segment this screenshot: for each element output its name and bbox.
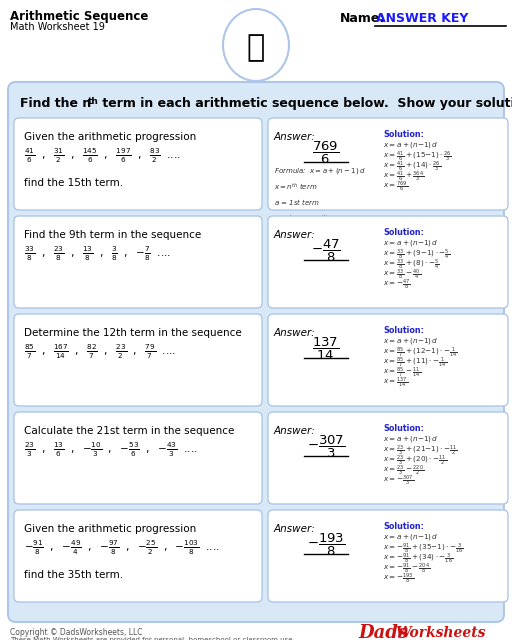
Text: ANSWER KEY: ANSWER KEY — [376, 12, 468, 25]
Text: $x = {-}\frac{193}{8}$: $x = {-}\frac{193}{8}$ — [383, 572, 414, 586]
Text: Math Worksheet 19: Math Worksheet 19 — [10, 22, 105, 32]
Text: $x = \frac{137}{14}$: $x = \frac{137}{14}$ — [383, 376, 408, 390]
Text: Given the arithmetic progression: Given the arithmetic progression — [24, 132, 196, 142]
Text: Answer:: Answer: — [274, 426, 316, 436]
Text: Answer:: Answer: — [274, 132, 316, 142]
Text: Find the n: Find the n — [20, 97, 91, 110]
Text: term in each arithmetic sequence below.  Show your solutions.: term in each arithmetic sequence below. … — [98, 97, 512, 110]
Text: Determine the 12th term in the sequence: Determine the 12th term in the sequence — [24, 328, 242, 338]
Text: $-\dfrac{47}{8}$: $-\dfrac{47}{8}$ — [311, 238, 341, 264]
Text: $x = \frac{85}{7} + (12{-}1)\cdot{-}\frac{1}{14}$: $x = \frac{85}{7} + (12{-}1)\cdot{-}\fra… — [383, 346, 458, 360]
FancyBboxPatch shape — [14, 118, 262, 210]
Text: $x = \frac{33}{8} - \frac{40}{4}$: $x = \frac{33}{8} - \frac{40}{4}$ — [383, 268, 421, 282]
Text: $x = a + (n{-}1)\,d$: $x = a + (n{-}1)\,d$ — [383, 434, 438, 444]
Text: $\dfrac{137}{14}$: $\dfrac{137}{14}$ — [312, 336, 339, 362]
Text: $x = a + (n{-}1)\,d$: $x = a + (n{-}1)\,d$ — [383, 238, 438, 248]
Text: 🦉: 🦉 — [247, 33, 265, 63]
Text: $x = a + (n{-}1)\,d$: $x = a + (n{-}1)\,d$ — [383, 140, 438, 150]
Text: $x = \frac{85}{7} - \frac{11}{14}$: $x = \frac{85}{7} - \frac{11}{14}$ — [383, 366, 421, 380]
Text: $x = \frac{23}{3} - \frac{220}{2}$: $x = \frac{23}{3} - \frac{220}{2}$ — [383, 464, 424, 478]
Text: Arithmetic Sequence: Arithmetic Sequence — [10, 10, 148, 23]
FancyBboxPatch shape — [268, 118, 508, 210]
Text: $x = \frac{41}{6} + \frac{364}{3}$: $x = \frac{41}{6} + \frac{364}{3}$ — [383, 170, 424, 184]
FancyBboxPatch shape — [268, 510, 508, 602]
Text: $x = \frac{85}{7} + (11)\cdot{-}\frac{1}{14}$: $x = \frac{85}{7} + (11)\cdot{-}\frac{1}… — [383, 356, 447, 371]
Text: Calculate the 21st term in the sequence: Calculate the 21st term in the sequence — [24, 426, 234, 436]
Text: These Math Worksheets are provided for personal, homeschool or classroom use.: These Math Worksheets are provided for p… — [10, 637, 295, 640]
Text: Answer:: Answer: — [274, 328, 316, 338]
Text: $x = \frac{769}{6}$: $x = \frac{769}{6}$ — [383, 180, 408, 195]
FancyBboxPatch shape — [268, 216, 508, 308]
Text: Solution:: Solution: — [383, 130, 424, 139]
Text: Formula:  $x = a + (n - 1)\,d$
$x = n^{th}$ term
$a$ = 1st term
$n$ = term posit: Formula: $x = a + (n - 1)\,d$ $x = n^{th… — [274, 166, 366, 236]
Text: $\frac{41}{6}$  $,$  $\frac{31}{2}$  $,$  $\frac{145}{6}$  $,$  $\frac{197}{6}$ : $\frac{41}{6}$ $,$ $\frac{31}{2}$ $,$ $\… — [24, 147, 181, 165]
Text: Given the arithmetic progression: Given the arithmetic progression — [24, 524, 196, 534]
FancyBboxPatch shape — [14, 314, 262, 406]
Text: $x = \frac{23}{3} + (21{-}1)\cdot{-}\frac{11}{2}$: $x = \frac{23}{3} + (21{-}1)\cdot{-}\fra… — [383, 444, 458, 458]
Text: find the 15th term.: find the 15th term. — [24, 178, 123, 188]
Text: Answer:: Answer: — [274, 524, 316, 534]
Text: $x = a + (n{-}1)\,d$: $x = a + (n{-}1)\,d$ — [383, 336, 438, 346]
Text: $-\dfrac{307}{3}$: $-\dfrac{307}{3}$ — [307, 434, 345, 460]
Text: $x = {-}\frac{91}{8} + (35{-}1)\cdot{-}\frac{3}{16}$: $x = {-}\frac{91}{8} + (35{-}1)\cdot{-}\… — [383, 542, 464, 556]
Text: $\frac{23}{3}$  $,$  $\frac{13}{6}$  $,$  ${-}\frac{10}{3}$  $,$  ${-}\frac{53}{: $\frac{23}{3}$ $,$ $\frac{13}{6}$ $,$ ${… — [24, 441, 198, 460]
Text: $x = \frac{41}{6} + (14)\cdot\frac{26}{3}$: $x = \frac{41}{6} + (14)\cdot\frac{26}{3… — [383, 160, 441, 174]
Text: $\frac{33}{8}$  $,$  $\frac{23}{8}$  $,$  $\frac{13}{8}$  $,$  $\frac{3}{8}$  $,: $\frac{33}{8}$ $,$ $\frac{23}{8}$ $,$ $\… — [24, 244, 171, 263]
Text: Answer:: Answer: — [274, 230, 316, 240]
Text: ${-}\frac{91}{8}$  $,$  ${-}\frac{49}{4}$  $,$  ${-}\frac{97}{8}$  $,$  ${-}\fra: ${-}\frac{91}{8}$ $,$ ${-}\frac{49}{4}$ … — [24, 539, 220, 557]
Text: find the 35th term.: find the 35th term. — [24, 570, 123, 580]
Text: Name:: Name: — [340, 12, 386, 25]
Text: $x = {-}\frac{47}{8}$: $x = {-}\frac{47}{8}$ — [383, 278, 411, 292]
Text: $-\dfrac{193}{8}$: $-\dfrac{193}{8}$ — [307, 532, 345, 558]
FancyBboxPatch shape — [14, 510, 262, 602]
Text: Solution:: Solution: — [383, 326, 424, 335]
FancyBboxPatch shape — [268, 412, 508, 504]
FancyBboxPatch shape — [14, 412, 262, 504]
Text: $x = {-}\frac{91}{8} - \frac{204}{8}$: $x = {-}\frac{91}{8} - \frac{204}{8}$ — [383, 562, 431, 576]
Text: .com: .com — [376, 638, 410, 640]
Text: $x = {-}\frac{307}{3}$: $x = {-}\frac{307}{3}$ — [383, 474, 414, 488]
Text: Copyright © DadsWorksheets, LLC: Copyright © DadsWorksheets, LLC — [10, 628, 142, 637]
Text: $x = \frac{23}{3} + (20)\cdot{-}\frac{11}{2}$: $x = \frac{23}{3} + (20)\cdot{-}\frac{11… — [383, 454, 447, 468]
Text: $x = \frac{33}{8} + (8)\cdot{-}\frac{5}{4}$: $x = \frac{33}{8} + (8)\cdot{-}\frac{5}{… — [383, 258, 439, 272]
Text: Solution:: Solution: — [383, 228, 424, 237]
Text: $x = \frac{41}{6} + (15{-}1)\cdot\frac{26}{3}$: $x = \frac{41}{6} + (15{-}1)\cdot\frac{2… — [383, 150, 452, 164]
Text: Solution:: Solution: — [383, 424, 424, 433]
Text: Find the 9th term in the sequence: Find the 9th term in the sequence — [24, 230, 201, 240]
FancyBboxPatch shape — [8, 82, 504, 622]
Text: $\frac{85}{7}$  $,$  $\frac{167}{14}$  $,$  $\frac{82}{7}$  $,$  $\frac{23}{2}$ : $\frac{85}{7}$ $,$ $\frac{167}{14}$ $,$ … — [24, 343, 176, 361]
Text: Dads: Dads — [358, 624, 408, 640]
Text: $\dfrac{769}{6}$: $\dfrac{769}{6}$ — [312, 140, 339, 166]
Text: $x = \frac{33}{8} + (9{-}1)\cdot{-}\frac{5}{4}$: $x = \frac{33}{8} + (9{-}1)\cdot{-}\frac… — [383, 248, 450, 262]
FancyBboxPatch shape — [268, 314, 508, 406]
Text: th: th — [88, 97, 99, 106]
FancyBboxPatch shape — [14, 216, 262, 308]
Text: Worksheets: Worksheets — [395, 626, 485, 640]
Text: $x = {-}\frac{91}{8} + (34)\cdot{-}\frac{3}{16}$: $x = {-}\frac{91}{8} + (34)\cdot{-}\frac… — [383, 552, 453, 566]
Text: Solution:: Solution: — [383, 522, 424, 531]
Text: $x = a + (n{-}1)\,d$: $x = a + (n{-}1)\,d$ — [383, 532, 438, 542]
